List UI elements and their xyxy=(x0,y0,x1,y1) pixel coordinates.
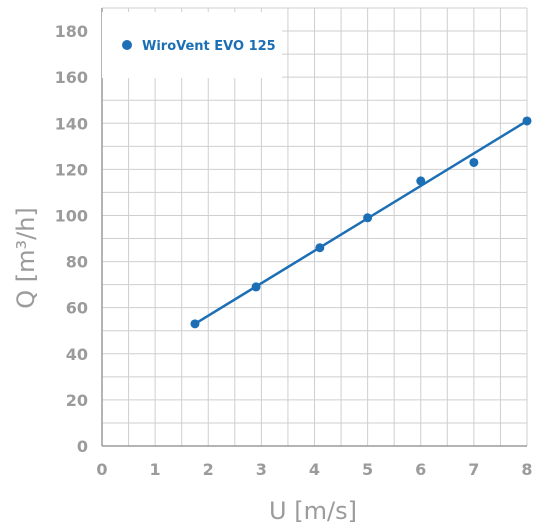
grid xyxy=(101,7,528,447)
x-tick-label: 3 xyxy=(256,460,267,479)
data-point xyxy=(315,243,325,253)
data-point xyxy=(522,116,532,126)
y-tick-label: 20 xyxy=(66,391,88,410)
y-tick-label: 80 xyxy=(66,253,88,272)
x-tick-label: 8 xyxy=(521,460,532,479)
y-tick-label: 60 xyxy=(66,299,88,318)
data-point xyxy=(469,157,479,167)
y-tick-label: 0 xyxy=(77,437,88,456)
legend-marker xyxy=(122,40,132,50)
trend-line-group xyxy=(194,119,528,325)
y-tick-label: 140 xyxy=(55,114,88,133)
y-tick-label: 40 xyxy=(66,345,88,364)
x-tick-label: 7 xyxy=(468,460,479,479)
x-tick-label: 2 xyxy=(203,460,214,479)
data-point xyxy=(190,319,200,329)
x-tick-label: 6 xyxy=(415,460,426,479)
y-tick-label: 120 xyxy=(55,160,88,179)
x-tick-label: 4 xyxy=(309,460,320,479)
y-tick-label: 160 xyxy=(55,68,88,87)
data-points xyxy=(190,116,532,329)
data-point xyxy=(363,213,373,223)
x-tick-label: 5 xyxy=(362,460,373,479)
data-point xyxy=(251,282,261,292)
y-axis-title: Q [m³/h] xyxy=(12,207,40,309)
x-tick-label: 1 xyxy=(150,460,161,479)
data-point xyxy=(416,176,426,186)
tick-labels: 0 20 40 60 80 100 120 140 160 180 0 1 2 3 4 5 6 7 8 xyxy=(55,22,533,479)
x-tick-label: 0 xyxy=(96,460,107,479)
y-tick-label: 100 xyxy=(55,206,88,225)
trend-line xyxy=(194,119,528,325)
legend: WiroVent EVO 125 xyxy=(102,12,282,78)
x-axis-title: U [m/s] xyxy=(269,497,357,525)
y-tick-label: 180 xyxy=(55,22,88,41)
legend-label: WiroVent EVO 125 xyxy=(142,39,276,54)
